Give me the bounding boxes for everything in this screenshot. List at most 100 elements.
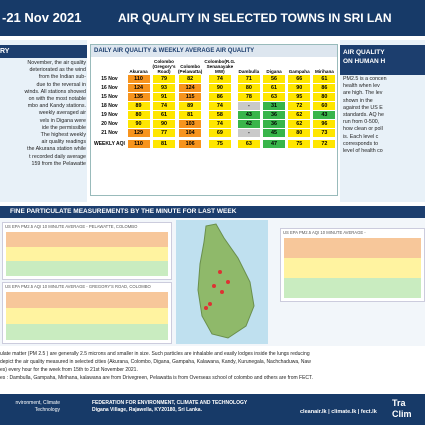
aqi-value: 115 [179, 92, 202, 101]
row-label: 21 Nov [101, 129, 118, 136]
cell: 80 [287, 128, 312, 137]
aqi-value: 71 [237, 74, 260, 83]
links[interactable]: cleanair.lk | climate.lk | fect.lk [300, 409, 377, 415]
aqi-table: Akurana Colombo (Gregory's Road) Colombo (… [93, 59, 337, 151]
band [284, 278, 421, 298]
cell: 61 [261, 83, 286, 92]
aqi-value: 77 [152, 128, 175, 137]
cell: 90 [287, 83, 312, 92]
cell: 36 [261, 119, 286, 128]
logo-line: Clim [392, 409, 412, 419]
health-line: corresponds to [343, 140, 379, 147]
row-label: 18 Nov [101, 102, 118, 109]
cell: 62 [287, 119, 312, 128]
health-line: standards. AQ he [343, 112, 384, 119]
footer-org: FEDERATION FOR ENVIRONMENT, CLIMATE AND … [92, 400, 247, 414]
cell: 42 [236, 119, 261, 128]
title: AIR QUALITY IN SELECTED TOWNS IN SRI LAN [118, 11, 392, 25]
summary-text: November, the air quality deteriorated as… [2, 60, 86, 168]
aqi-value: 74 [152, 101, 175, 110]
cell: 80 [312, 92, 337, 101]
summary-line: 159 from the Pelawatte [31, 160, 86, 167]
aqi-value: 80 [288, 128, 311, 137]
note-line: es) every hour for the week from 15th to… [0, 367, 138, 373]
aqi-value: 56 [263, 74, 286, 83]
row: 21 Nov 129 77 104 69-45 80 73 [93, 128, 337, 137]
aqi-value: 62 [288, 119, 311, 128]
aqi-value: 80 [313, 92, 336, 101]
aqi-value: 90 [127, 119, 150, 128]
chart-title: US EPA PM2.5 AQI 10 MINUTE AVERAGE - PEL… [5, 224, 138, 229]
cell: 47 [261, 137, 286, 151]
cell: 43 [312, 110, 337, 119]
aqi-value: 135 [127, 92, 150, 101]
aqi-value: 89 [179, 101, 202, 110]
summary-line: on with the most notable [28, 96, 86, 103]
row-label: 15 Nov [101, 75, 118, 82]
health-line: are high. The lev [343, 90, 383, 97]
health-line: run from 0-500, [343, 119, 380, 126]
summary-line: ide the permissible [41, 124, 86, 131]
org: FEDERATION FOR ENVIRONMENT, CLIMATE AND … [92, 400, 248, 406]
note-line: ulate matter (PM 2.5 ) are generally 2.5… [0, 351, 310, 357]
aqi-value: 75 [288, 140, 311, 148]
cell: 106 [177, 137, 204, 151]
aqi-value: 79 [152, 74, 175, 83]
cell: 56 [261, 74, 286, 83]
aqi-value: 91 [152, 92, 175, 101]
cell: 86 [312, 83, 337, 92]
row: 16 Nov 124 93 124 90 80 61 90 86 [93, 83, 337, 92]
health-line: against the US E [343, 104, 383, 111]
cell: - [236, 128, 261, 137]
cell: - [236, 101, 261, 110]
cell: 115 [177, 92, 204, 101]
footer-left-line: Technology [34, 407, 60, 413]
aqi-value: 61 [313, 74, 336, 83]
aqi-value: 80 [127, 110, 150, 119]
cell: 63 [236, 137, 261, 151]
aqi-value: 86 [313, 83, 336, 92]
aqi-value: 43 [237, 110, 260, 119]
header: -21 Nov 2021 AIR QUALITY IN SELECTED TOW… [0, 0, 425, 36]
cell: 95 [287, 92, 312, 101]
aqi-value: 69 [208, 128, 231, 137]
cell: 81 [177, 110, 204, 119]
logo: Tra Clim [392, 398, 412, 420]
cell: 74 [203, 101, 236, 110]
aqi-value: 78 [237, 92, 260, 101]
aqi-value: 89 [127, 101, 150, 110]
header-row: Akurana Colombo (Gregory's Road) Colombo (… [93, 59, 337, 74]
notes: ulate matter (PM 2.5 ) are generally 2.5… [0, 350, 425, 382]
summary-line: from the Indian sub- [38, 74, 86, 81]
summary-line: weekly averaged air [38, 110, 86, 117]
note-line: depict the air quality measured in selec… [0, 359, 311, 365]
column-header: Colombo(R.G. Senanayake MW) [204, 59, 236, 74]
footer-left: nvironment, Climate Technology [0, 400, 60, 414]
health-heading-line: AIR QUALITY [343, 49, 385, 56]
section-heading: FINE PARTICULATE MEASUREMENTS BY THE MIN… [0, 206, 425, 218]
minute-chart: US EPA PM2.5 AQI 10 MINUTE AVERAGE - [280, 228, 425, 302]
cell: 31 [261, 101, 286, 110]
aqi-value: - [237, 101, 260, 110]
summary-line: air quality readings [41, 139, 86, 146]
summary: RY November, the air quality deteriorated… [0, 40, 87, 202]
cell: 58 [203, 110, 236, 119]
row-label: 16 Nov [101, 84, 118, 91]
cell: 72 [312, 137, 337, 151]
cell: 104 [177, 128, 204, 137]
column-header: Colombo (Pelawatta) [178, 64, 203, 74]
aqi-value: 81 [152, 140, 175, 148]
address: Digana Village, Rajawella, KY20180, Sri … [92, 407, 202, 413]
aqi-value: 96 [313, 119, 336, 128]
footer: nvironment, Climate Technology FEDERATION… [0, 394, 425, 425]
aqi-value: 103 [179, 119, 202, 128]
band [6, 232, 168, 247]
cell: 90 [203, 83, 236, 92]
aqi-value: 36 [263, 119, 286, 128]
aqi-value: 110 [127, 140, 150, 148]
summary-line: mbo and Kandy stations. [27, 103, 86, 110]
summary-line: The highest weekly [40, 132, 86, 139]
band [6, 308, 168, 324]
cell: 75 [203, 137, 236, 151]
